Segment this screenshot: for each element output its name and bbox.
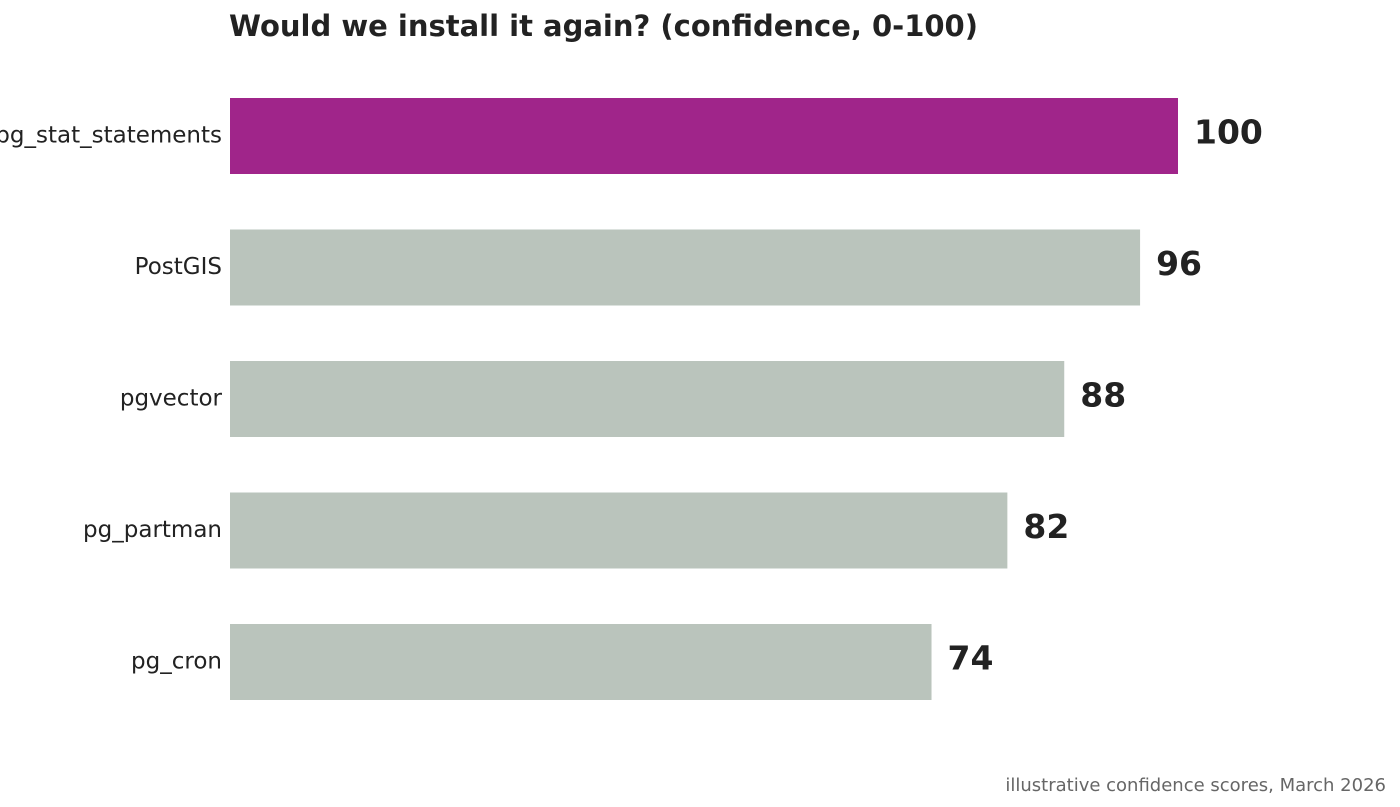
bars-group: pg_stat_statements 100 PostGIS 96 pgvector 88…: [0, 98, 1263, 700]
bar-pgvector: [230, 361, 1065, 437]
category-label-pg-cron: pg_cron: [131, 649, 222, 675]
bar-pg-stat-statements: [230, 98, 1178, 174]
bar-pg-cron: [230, 624, 932, 700]
bar-pg-partman: [230, 492, 1008, 569]
category-label-pg-stat-statements: pg_stat_statements: [0, 123, 222, 149]
chart-title: Would we install it again? (confidence, …: [229, 9, 978, 43]
value-label-pg-stat-statements: 100: [1194, 113, 1263, 152]
category-label-postgis: PostGIS: [135, 254, 222, 280]
value-label-pg-partman: 82: [1023, 507, 1069, 546]
chart-caption: illustrative confidence scores, March 20…: [1005, 775, 1386, 796]
value-label-pgvector: 88: [1080, 376, 1126, 415]
category-label-pgvector: pgvector: [120, 386, 223, 412]
bar-postgis: [230, 229, 1141, 306]
value-label-pg-cron: 74: [948, 639, 994, 678]
value-label-postgis: 96: [1156, 244, 1202, 283]
category-label-pg-partman: pg_partman: [83, 517, 222, 543]
